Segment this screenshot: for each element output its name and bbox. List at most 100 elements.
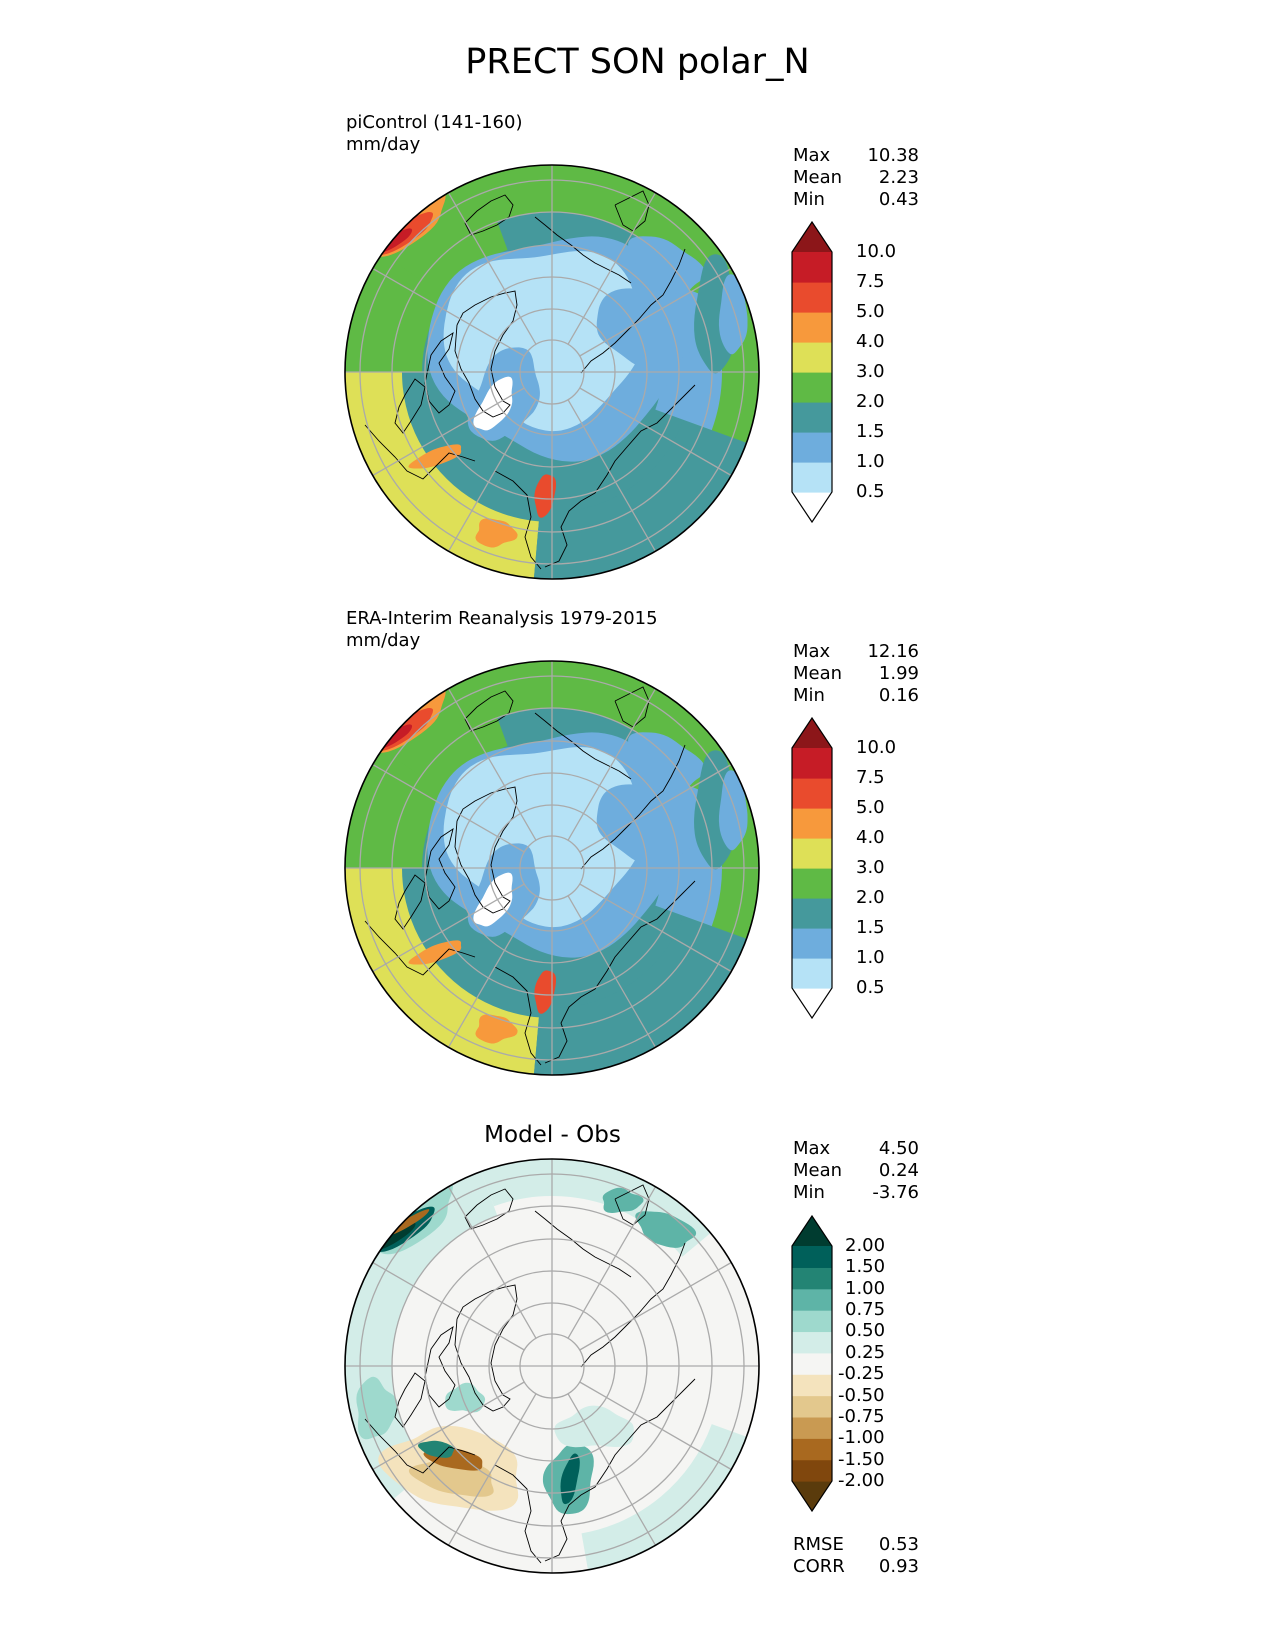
colorbar-tick-label: -0.25 [838,1363,885,1385]
greenland-coastline [454,290,518,418]
meridian-line [579,1261,732,1351]
colorbar-tick-label: 1.5 [856,917,885,938]
precip-region-na [408,940,462,965]
colorbar-tick-label: 0.25 [845,1341,886,1363]
map-field [345,165,759,579]
scandinavia-coastline [580,248,686,374]
meridian-line [579,1381,732,1471]
precip-region-siberia [596,784,717,866]
na-coastline [364,920,476,976]
colorbar-bin [792,838,832,869]
siberia-coastline [544,1378,696,1562]
precip-band-atlantic [382,165,732,292]
colorbar-bin [792,1331,832,1354]
colorbar-extend-bottom [792,492,832,522]
graticule [345,1159,759,1573]
colorbar-tick-label: 0.75 [845,1299,886,1321]
colorbar-tick-label: -0.50 [838,1384,885,1406]
colorbar-bin [792,928,832,959]
panel-3-polar-map [344,1158,760,1574]
colorbar-bin [792,252,832,283]
alaska-coastline [494,470,542,570]
meridian-line [372,883,525,973]
colorbar-bin [792,808,832,839]
colorbar-bin [792,1395,832,1418]
meridian-line [447,1393,537,1546]
precip-region-greenland-dry [473,872,513,927]
colorbar-tick-label: 7.5 [856,271,885,292]
meridian-line [447,192,537,345]
map-boundary [344,164,760,580]
panel-2-units: mm/day [346,630,421,651]
scandinavia-coastline [580,1242,686,1368]
colorbar-bin [792,1288,832,1311]
precip-region-siberia [596,288,717,370]
meridian-line [447,1186,537,1339]
colorbar-tick-label: 1.0 [856,451,885,472]
colorbar-tick-label: -1.50 [838,1448,885,1470]
na-coastline [364,424,476,480]
colorbar-tick-label: 1.0 [856,947,885,968]
colorbar-bin [792,1352,832,1375]
meridian-line [372,1381,525,1471]
alaska-coastline [494,966,542,1066]
europe-coastline [534,712,632,780]
iceland-uk-coastline [464,194,514,236]
na-coastline [364,1418,476,1474]
colorbar-tick-label: 2.00 [845,1235,886,1256]
meridian-line [579,763,732,853]
colorbar-tick-label: 5.0 [856,797,885,818]
meridian-line [567,192,657,345]
panel-1-title: piControl (141-160) mm/day [346,112,522,156]
diff-region-pacific-core [560,1453,580,1505]
colorbar-tick-label: 4.0 [856,827,885,848]
colorbar-bin [792,1459,832,1482]
colorbar-tick-label: 5.0 [856,301,885,322]
panel-1-polar-map [344,164,760,580]
colorbar-bin [792,868,832,899]
europe-coastline [534,216,632,284]
colorbar-bin [792,312,832,343]
colorbar-bin [792,372,832,403]
precip-band-atlantic [382,661,732,788]
colorbar-bin [792,898,832,929]
colorbar-bin [792,1267,832,1290]
precip-band-asia [533,419,747,579]
eurasia-coastline [614,1184,650,1226]
siberia-coastline [544,880,696,1064]
colorbar-tick-label: 0.5 [856,977,885,998]
panel-2-title: ERA-Interim Reanalysis 1979-2015 mm/day [346,608,658,652]
colorbar-tick-label: 0.50 [845,1320,886,1342]
colorbar-bin [792,1310,832,1333]
europe-coastline [534,1210,632,1278]
colorbar-outline [791,716,833,1020]
eurasia-coastline [614,686,650,728]
panel-1-title-line-1: piControl (141-160) [346,112,523,133]
colorbar-outline [791,220,833,524]
meridian-line [372,763,525,853]
precip-region-eurasia [628,236,706,294]
colorbar-bin [792,748,832,779]
meridian-line [567,399,657,552]
colorbar-extend-bottom [792,1481,832,1511]
colorbar-tick-label: 4.0 [856,331,885,352]
colorbar-tick-label: 0.5 [856,481,885,502]
meridian-line [372,267,525,357]
colorbar-tick-label: 1.00 [845,1277,886,1299]
map-boundary [344,1158,760,1574]
meridian-line [567,1186,657,1339]
precip-region-eurasia [628,732,706,790]
colorbar-extend-bottom [792,988,832,1018]
meridian-line [372,387,525,477]
colorbar-extend-top [792,1216,832,1246]
precip-band-asia [533,915,747,1075]
meridian-line [447,399,537,552]
colorbar-bin [792,1438,832,1461]
panel-2-colorbar [791,716,833,1020]
colorbar-tick-label: 7.5 [856,767,885,788]
meridian-line [567,895,657,1048]
graticule [345,165,759,579]
diff-band-atlantic [481,1159,711,1257]
colorbar-tick-label: 2.0 [856,887,885,908]
meridian-line [567,688,657,841]
